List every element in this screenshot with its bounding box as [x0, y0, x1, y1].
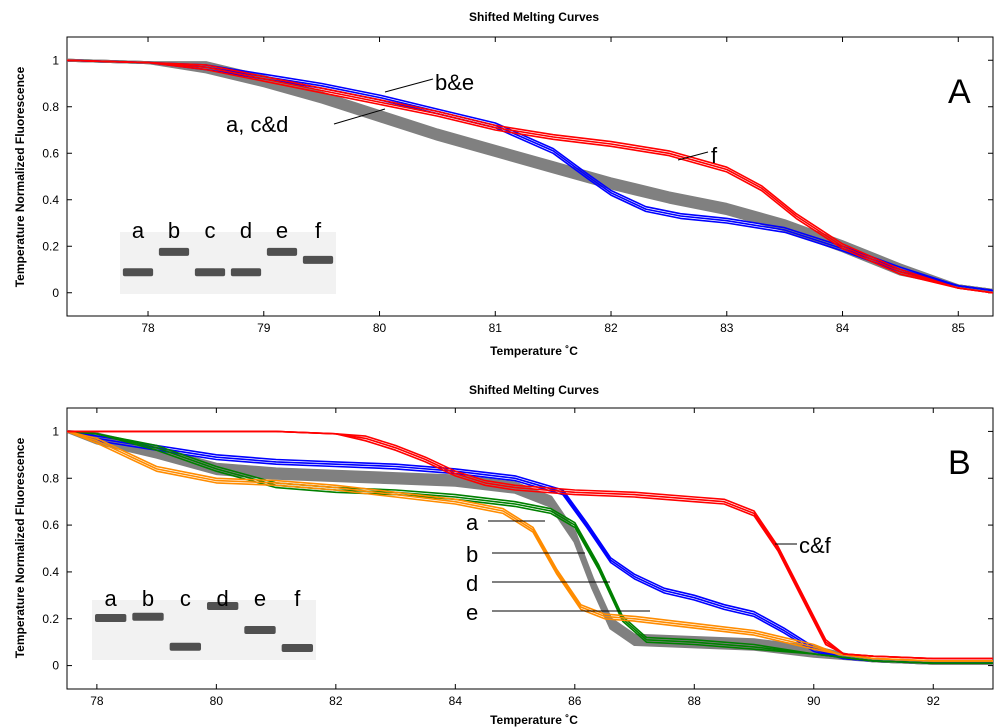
gel-lane-label-d: d: [240, 218, 252, 243]
panel-b-y-tick-label: 0.6: [42, 518, 59, 532]
panel-b-y-tick-label: 0.4: [42, 565, 59, 579]
panel-b-x-tick-label: 88: [688, 694, 702, 708]
panel-a-x-tick-label: 84: [836, 321, 850, 335]
panel-a-y-tick-label: 0.8: [42, 100, 59, 114]
panel-a-series: [67, 58, 993, 294]
panel-a-x-tick-label: 83: [720, 321, 734, 335]
series-line-b: [67, 430, 993, 664]
annot-leader-f: [677, 151, 709, 161]
series-line-c-f: [67, 430, 993, 660]
series-line-d: [67, 430, 993, 664]
gel-band-f: [281, 644, 314, 652]
panel-b-series: [67, 429, 993, 665]
gel-lane-label-d: d: [217, 586, 229, 611]
gel-band-e: [266, 247, 298, 256]
panel-b-x-tick-label: 82: [329, 694, 343, 708]
gel-band-e: [244, 626, 276, 634]
gel-lane-label-e: e: [276, 218, 288, 243]
series-line-f: [67, 59, 993, 294]
panel-b-x-tick-label: 78: [90, 694, 104, 708]
gel-band-c: [194, 268, 226, 277]
panel-a-x-ticks: 78 79 80 81 82 83 84 85: [141, 37, 965, 335]
gel-band-d: [230, 268, 262, 277]
annot-a: a: [466, 510, 479, 535]
annot-b: b: [466, 542, 478, 567]
gel-lane-label-c: c: [180, 586, 191, 611]
annot-leader-a-c-d: [333, 108, 386, 125]
panel-b-title: Shifted Melting Curves: [469, 383, 599, 397]
gel-lane-label-b: b: [142, 586, 154, 611]
panel-b-x-axis-label: Temperature ˚C: [490, 713, 578, 727]
gel-b-background: [92, 600, 316, 660]
annot-f: f: [711, 143, 718, 168]
panel-b-x-tick-label: 92: [927, 694, 941, 708]
gel-lane-label-a: a: [105, 586, 118, 611]
annot-leader-b-e: [384, 78, 434, 93]
panel-b: Shifted Melting Curves 0 0.2 0.4 0.6 0.8 1 78…: [13, 383, 994, 727]
panel-a-x-tick-label: 78: [141, 321, 155, 335]
panel-b-y-axis-label: Temperature Normalized Fluorescence: [13, 437, 27, 658]
annot-d: d: [466, 571, 478, 596]
gel-lane-label-b: b: [168, 218, 180, 243]
gel-band-f: [302, 255, 334, 264]
panel-b-y-tick-label: 0.2: [42, 612, 59, 626]
panel-a-y-tick-label: 1: [52, 53, 59, 67]
panel-b-x-tick-label: 90: [807, 694, 821, 708]
panel-a-x-tick-label: 80: [373, 321, 387, 335]
series-line-e: [67, 430, 993, 662]
panel-b-y-tick-label: 0.8: [42, 471, 59, 485]
panel-a-letter: A: [948, 73, 971, 111]
panel-a-x-tick-label: 85: [952, 321, 966, 335]
panel-a: Shifted Melting Curves 0 0.2 0.4 0.6 0.8 1 78…: [13, 10, 994, 358]
annot-c-f: c&f: [799, 533, 832, 558]
panel-a-x-tick-label: 81: [489, 321, 503, 335]
gel-band-d: [206, 602, 239, 610]
gel-band-a: [122, 268, 154, 277]
panel-b-y-tick-label: 0: [52, 659, 59, 673]
gel-band-b: [132, 612, 164, 621]
series-line-b: [67, 430, 993, 664]
annot-e: e: [466, 600, 478, 625]
gel-band-c: [169, 642, 202, 651]
gel-lane-label-f: f: [294, 586, 301, 611]
panel-a-y-tick-label: 0.4: [42, 193, 59, 207]
annot-a-c-d: a, c&d: [226, 112, 288, 137]
panel-b-y-tick-label: 1: [52, 424, 59, 438]
panel-a-x-tick-label: 82: [604, 321, 618, 335]
panel-b-x-tick-label: 84: [449, 694, 463, 708]
panel-b-letter: B: [948, 444, 971, 482]
panel-b-x-ticks: 78 80 82 84 86 88 90 92: [90, 408, 940, 708]
series-line-f: [67, 59, 993, 294]
panel-a-y-axis-label: Temperature Normalized Fluorescence: [13, 66, 27, 287]
panel-a-x-axis-label: Temperature ˚C: [490, 344, 578, 358]
series-line-e: [67, 430, 993, 662]
gel-lane-label-a: a: [132, 218, 145, 243]
panel-a-title: Shifted Melting Curves: [469, 10, 599, 24]
panel-b-x-tick-label: 80: [210, 694, 224, 708]
panel-b-x-tick-label: 86: [568, 694, 582, 708]
panel-a-y-tick-label: 0.6: [42, 146, 59, 160]
gel-lane-label-f: f: [315, 218, 322, 243]
panel-a-y-tick-label: 0.2: [42, 239, 59, 253]
gel-a-background: [120, 232, 336, 294]
series-line-f: [67, 59, 993, 294]
panel-a-y-tick-label: 0: [52, 286, 59, 300]
panel-b-y-ticks: 0 0.2 0.4 0.6 0.8 1: [42, 424, 993, 673]
gel-lane-label-e: e: [254, 586, 266, 611]
gel-band-a: [94, 614, 127, 622]
gel-band-b: [158, 247, 190, 256]
panel-a-x-tick-label: 79: [257, 321, 271, 335]
gel-lane-label-c: c: [205, 218, 216, 243]
annot-b-e: b&e: [435, 70, 474, 95]
panel-a-y-ticks: 0 0.2 0.4 0.6 0.8 1: [42, 53, 993, 300]
